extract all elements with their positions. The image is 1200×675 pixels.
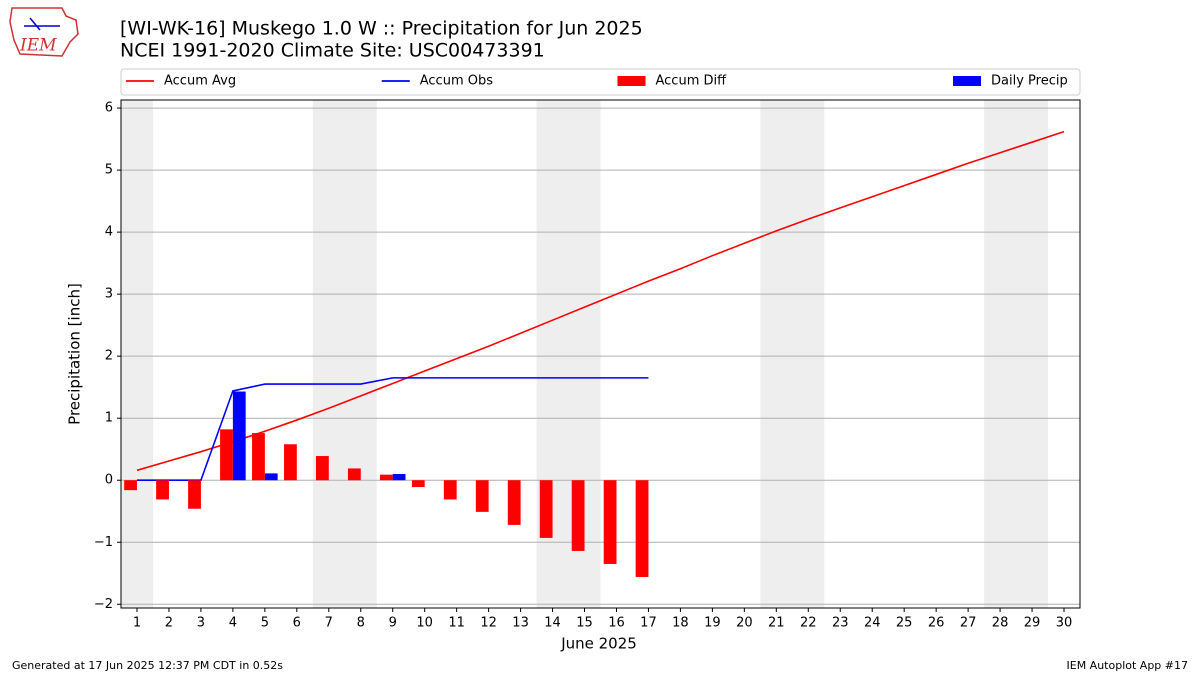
bar bbox=[475, 480, 489, 512]
x-tick-label: 26 bbox=[928, 616, 945, 631]
bar bbox=[571, 480, 585, 551]
legend-label: Daily Precip bbox=[991, 74, 1068, 89]
legend-label: Accum Diff bbox=[656, 74, 728, 89]
bar bbox=[220, 429, 233, 481]
logo-text: IEM bbox=[19, 36, 57, 56]
y-tick-label: 1 bbox=[105, 411, 113, 426]
y-tick-label: 3 bbox=[105, 287, 113, 302]
y-tick-label: −2 bbox=[94, 597, 113, 612]
bar bbox=[392, 474, 406, 481]
bar bbox=[603, 480, 617, 564]
bar bbox=[188, 480, 201, 509]
bar bbox=[264, 473, 278, 481]
y-axis-label: Precipitation [inch] bbox=[66, 283, 84, 425]
chart-title: [WI-WK-16] Muskego 1.0 W :: Precipitatio… bbox=[120, 18, 643, 40]
x-tick-label: 18 bbox=[672, 616, 689, 631]
x-tick-label: 21 bbox=[768, 616, 785, 631]
x-tick-label: 16 bbox=[608, 616, 625, 631]
x-tick-label: 27 bbox=[960, 616, 977, 631]
x-tick-label: 12 bbox=[480, 616, 497, 631]
x-tick-label: 6 bbox=[293, 616, 301, 631]
chart-subtitle: NCEI 1991-2020 Climate Site: USC00473391 bbox=[120, 40, 545, 62]
bar bbox=[507, 480, 521, 525]
bar bbox=[443, 480, 457, 500]
footer-right: IEM Autoplot App #17 bbox=[1067, 659, 1189, 672]
plot-frame bbox=[120, 99, 1081, 609]
y-tick-label: 2 bbox=[105, 349, 113, 364]
x-tick-label: 7 bbox=[325, 616, 333, 631]
x-tick-label: 11 bbox=[448, 616, 465, 631]
bar bbox=[635, 480, 649, 577]
x-tick-label: 5 bbox=[261, 616, 269, 631]
y-tick-label: 5 bbox=[105, 163, 113, 178]
x-tick-label: 1 bbox=[133, 616, 141, 631]
bar bbox=[315, 456, 329, 481]
line bbox=[136, 377, 649, 482]
x-tick-label: 10 bbox=[416, 616, 433, 631]
bar bbox=[124, 480, 137, 491]
line bbox=[136, 130, 1065, 472]
y-tick-label: −1 bbox=[94, 535, 113, 550]
x-tick-label: 19 bbox=[704, 616, 721, 631]
weekend-band bbox=[760, 100, 825, 608]
x-tick-label: 14 bbox=[544, 616, 561, 631]
x-tick-label: 30 bbox=[1056, 616, 1073, 631]
legend-swatch bbox=[617, 76, 646, 86]
logo: IEM bbox=[9, 7, 79, 57]
y-tick-label: 4 bbox=[105, 225, 113, 240]
x-tick-label: 15 bbox=[576, 616, 593, 631]
x-tick-label: 24 bbox=[864, 616, 881, 631]
bar bbox=[347, 468, 361, 481]
x-tick-label: 25 bbox=[896, 616, 913, 631]
footer-left: Generated at 17 Jun 2025 12:37 PM CDT in… bbox=[12, 659, 283, 672]
bar bbox=[252, 433, 265, 481]
x-tick-label: 13 bbox=[512, 616, 529, 631]
bar bbox=[539, 480, 553, 538]
x-tick-label: 17 bbox=[640, 616, 657, 631]
x-tick-label: 9 bbox=[389, 616, 397, 631]
x-axis-label: June 2025 bbox=[560, 635, 637, 653]
bar bbox=[232, 391, 246, 481]
x-tick-label: 28 bbox=[992, 616, 1009, 631]
legend-box bbox=[120, 68, 1081, 96]
x-tick-label: 3 bbox=[197, 616, 205, 631]
x-tick-label: 4 bbox=[229, 616, 237, 631]
x-tick-label: 8 bbox=[357, 616, 365, 631]
legend-label: Accum Avg bbox=[164, 74, 236, 89]
bar bbox=[156, 480, 169, 500]
y-tick-label: 6 bbox=[105, 101, 113, 116]
x-tick-label: 20 bbox=[736, 616, 753, 631]
weekend-band bbox=[312, 100, 377, 608]
weekend-band bbox=[121, 100, 153, 608]
x-tick-label: 2 bbox=[165, 616, 173, 631]
bar bbox=[284, 444, 297, 481]
bar bbox=[379, 474, 393, 481]
x-tick-label: 22 bbox=[800, 616, 817, 631]
weekend-band bbox=[984, 100, 1049, 608]
legend-swatch bbox=[953, 76, 981, 86]
x-tick-label: 23 bbox=[832, 616, 849, 631]
y-tick-label: 0 bbox=[105, 473, 113, 488]
x-tick-label: 29 bbox=[1024, 616, 1041, 631]
legend-label: Accum Obs bbox=[420, 74, 493, 89]
bar bbox=[411, 480, 425, 488]
